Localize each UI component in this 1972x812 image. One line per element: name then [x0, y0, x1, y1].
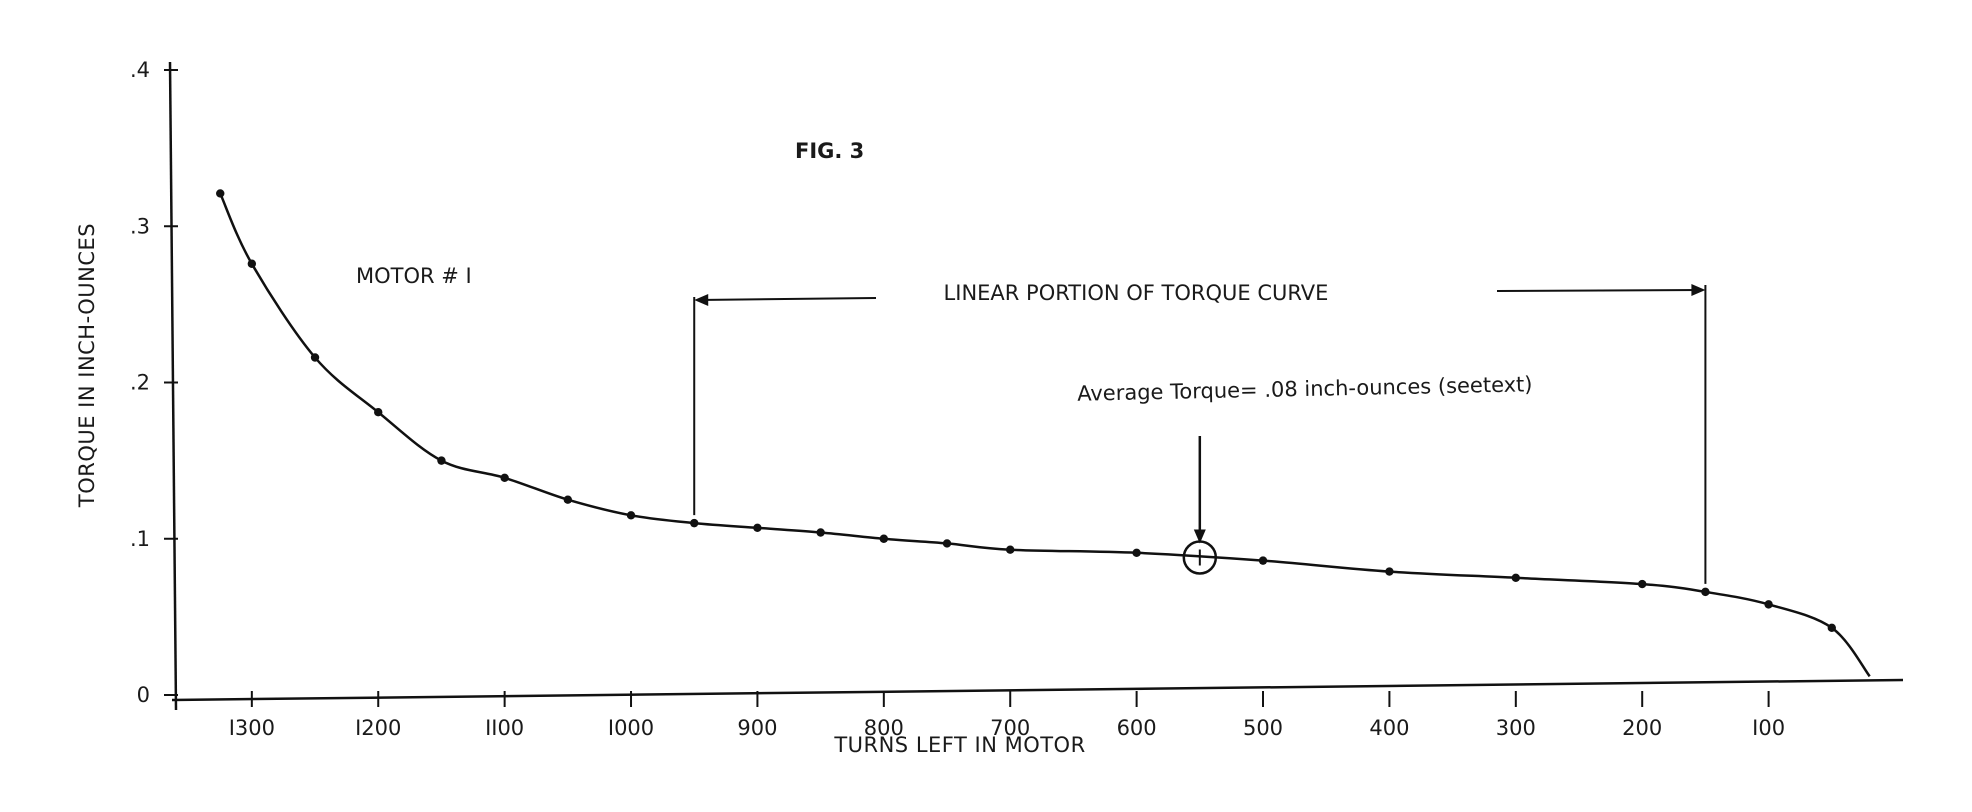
- x-tick-label: 900: [737, 716, 777, 740]
- data-point: [1701, 587, 1710, 597]
- linear-arrow-right-shaft: [1496, 289, 1702, 292]
- data-point: [1638, 579, 1647, 589]
- data-point: [942, 539, 952, 548]
- data-point: [310, 353, 320, 362]
- data-points: [216, 189, 1837, 633]
- data-point: [1132, 548, 1141, 558]
- data-point: [563, 495, 573, 504]
- data-point: [753, 523, 762, 533]
- axes: [168, 61, 1904, 711]
- x-tick-label: I200: [355, 716, 401, 740]
- data-point: [247, 259, 257, 268]
- data-point: [1764, 600, 1773, 609]
- x-tick-label: I00: [1752, 716, 1785, 740]
- x-tick-label: I300: [229, 716, 275, 740]
- linear-arrow-right-head: [1691, 284, 1706, 296]
- average-arrow-head: [1193, 529, 1206, 544]
- x-tick-label: I000: [608, 716, 654, 740]
- x-tick-label: 200: [1622, 716, 1662, 740]
- average-torque-label: Average Torque= .08 inch-ounces (seetext…: [1077, 372, 1533, 406]
- x-tick-label: 800: [864, 716, 904, 740]
- data-point: [1385, 567, 1394, 576]
- x-tick-label: 400: [1369, 716, 1409, 740]
- data-point: [1258, 556, 1268, 565]
- data-point: [437, 456, 446, 465]
- data-point: [690, 518, 699, 528]
- x-tick-label: II00: [485, 716, 524, 740]
- annotations: [693, 284, 1707, 584]
- data-point: [626, 511, 636, 520]
- figure-title: FIG. 3: [795, 139, 864, 163]
- y-tick-label: .2: [130, 371, 150, 395]
- average-marker-circle: [1182, 540, 1218, 575]
- data-point: [1006, 545, 1015, 554]
- x-tick-label: 300: [1496, 716, 1536, 740]
- data-point: [216, 189, 225, 198]
- motor-label: MOTOR # I: [356, 264, 472, 288]
- y-tick-label: .4: [130, 58, 150, 82]
- data-point: [1511, 573, 1521, 583]
- linear-arrow-left-head: [694, 294, 709, 306]
- linear-arrow-left-shaft: [698, 297, 877, 301]
- data-point: [374, 407, 383, 417]
- data-point: [500, 473, 509, 483]
- y-axis-title: TORQUE IN INCH-OUNCES: [75, 223, 99, 508]
- x-tick-label: 600: [1117, 716, 1157, 740]
- linear-portion-label: LINEAR PORTION OF TORQUE CURVE: [944, 281, 1329, 305]
- x-tick-label: 700: [990, 716, 1030, 740]
- y-tick-label: .3: [130, 214, 150, 238]
- y-tick-label: .1: [130, 527, 150, 551]
- y-axis-line: [168, 61, 178, 711]
- data-point: [816, 528, 825, 537]
- ticks: I300 I200 II00 I000 900 800 700 600 500 400 300 200…: [130, 58, 1785, 740]
- x-axis-title: TURNS LEFT IN MOTOR: [833, 733, 1085, 757]
- data-point: [1827, 623, 1837, 633]
- data-point: [879, 534, 889, 543]
- x-axis-line: [171, 678, 1904, 702]
- x-tick-label: 500: [1243, 716, 1283, 740]
- y-tick-label: 0: [137, 683, 150, 707]
